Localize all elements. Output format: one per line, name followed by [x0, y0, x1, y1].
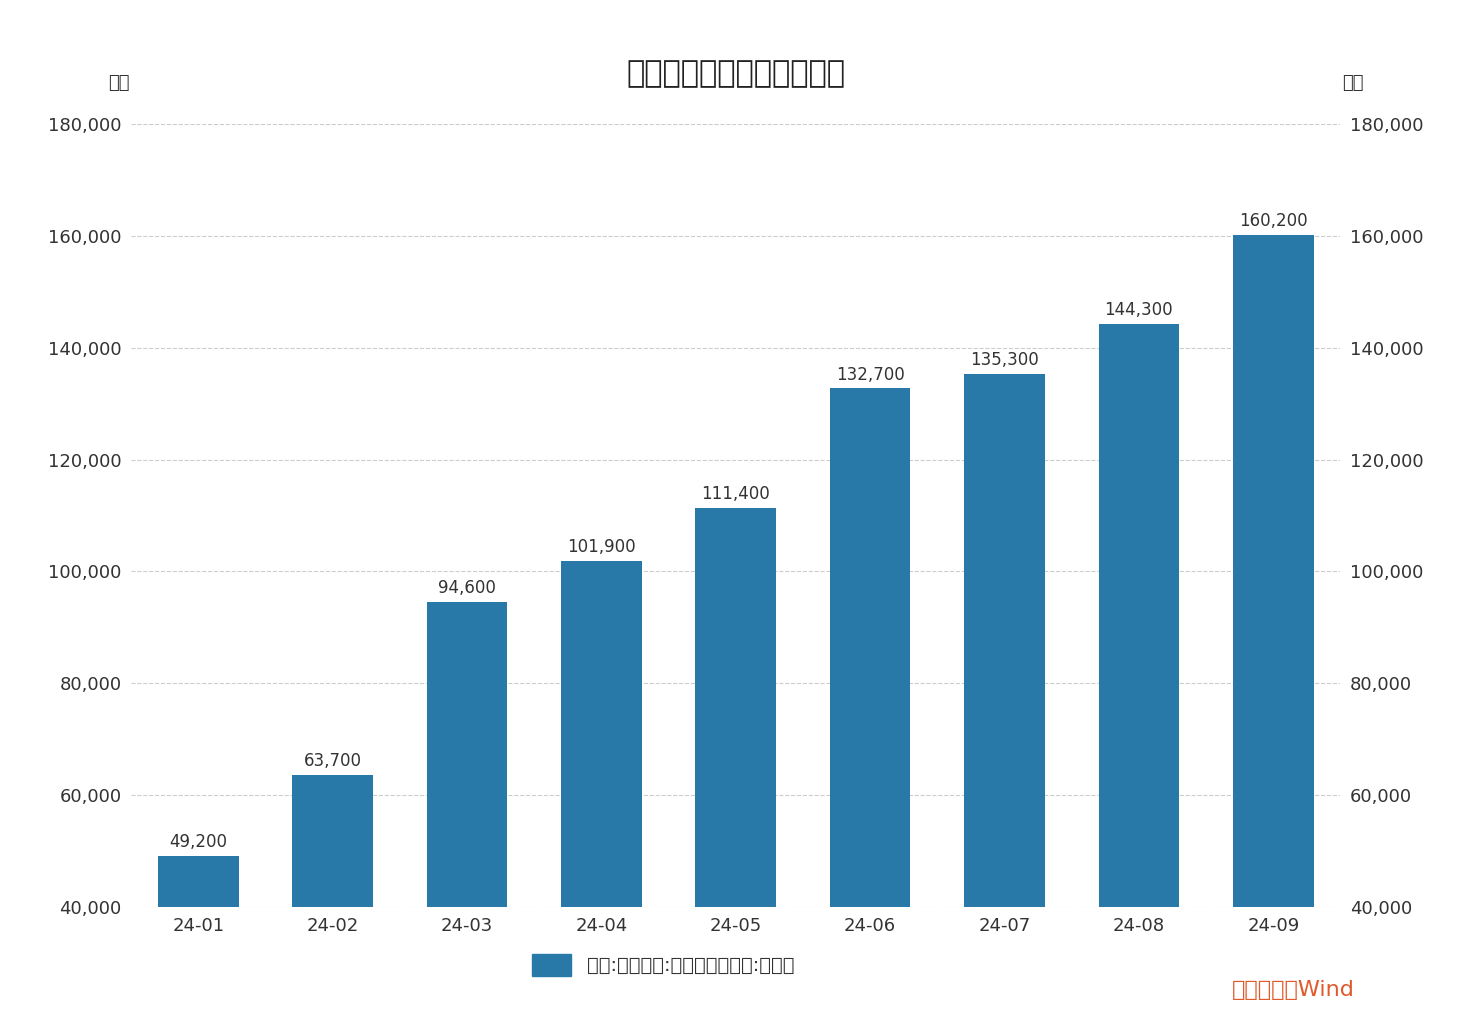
- Bar: [1099, 324, 1179, 1031]
- Text: 63,700: 63,700: [303, 753, 361, 770]
- Text: 亿元: 亿元: [108, 74, 130, 93]
- Bar: [695, 507, 777, 1031]
- Text: 135,300: 135,300: [970, 352, 1039, 369]
- Title: 新增人民币贷款累计值情况: 新增人民币贷款累计值情况: [627, 59, 845, 88]
- Text: 94,600: 94,600: [439, 579, 495, 597]
- Bar: [293, 774, 373, 1031]
- Text: 132,700: 132,700: [836, 366, 905, 384]
- Legend: 中国:金融机构:新增人民币贷款:累计值: 中国:金融机构:新增人民币贷款:累计值: [525, 945, 801, 984]
- Bar: [965, 374, 1045, 1031]
- Text: 160,200: 160,200: [1238, 212, 1307, 230]
- Text: 111,400: 111,400: [701, 486, 771, 503]
- Bar: [1233, 234, 1314, 1031]
- Text: 144,300: 144,300: [1104, 301, 1173, 319]
- Text: 数据来源：Wind: 数据来源：Wind: [1233, 980, 1355, 1000]
- Bar: [561, 561, 641, 1031]
- Text: 亿元: 亿元: [1342, 74, 1364, 93]
- Bar: [830, 389, 911, 1031]
- Bar: [427, 602, 507, 1031]
- Text: 101,900: 101,900: [567, 538, 635, 557]
- Bar: [157, 856, 239, 1031]
- Text: 49,200: 49,200: [169, 833, 227, 852]
